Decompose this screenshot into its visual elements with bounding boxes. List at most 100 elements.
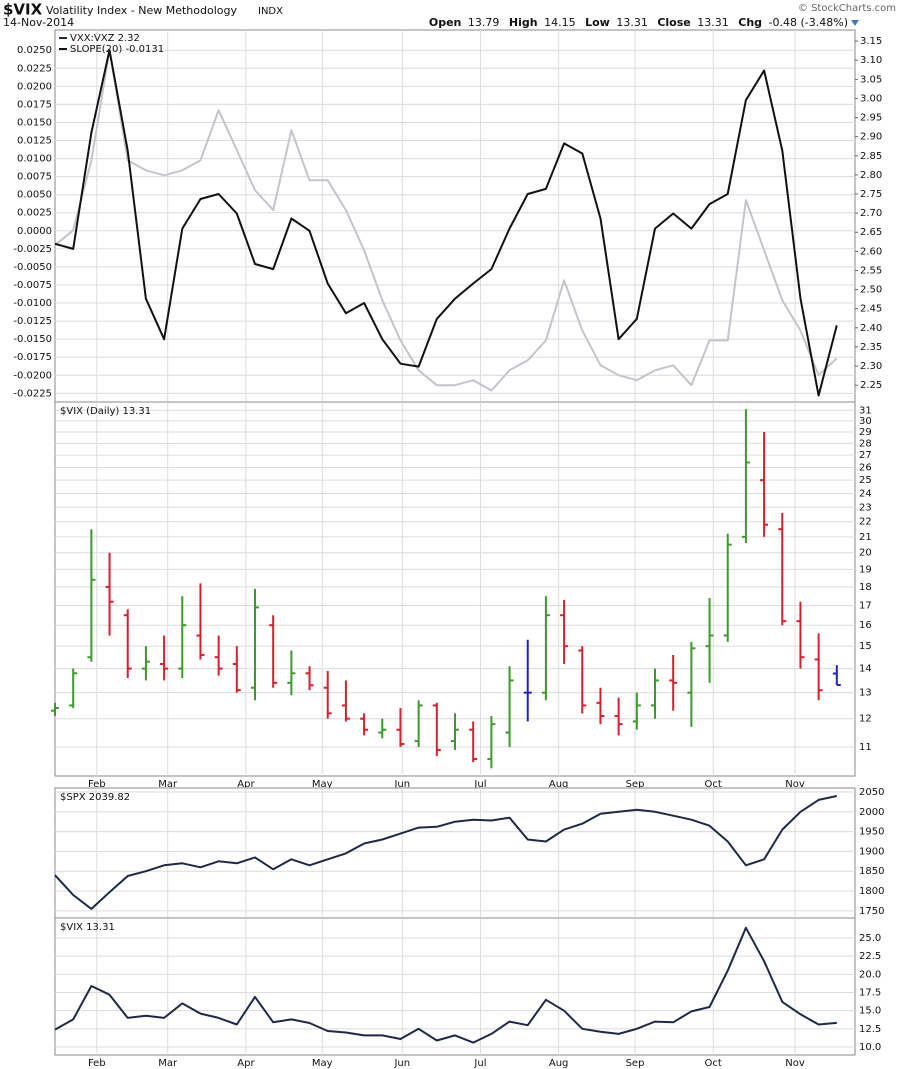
x-tick-label: Sep bbox=[626, 779, 645, 790]
y-tick-label: 29 bbox=[859, 427, 872, 438]
y-tick-label: 0.0050 bbox=[17, 190, 52, 201]
y2-tick-label: 2.80 bbox=[860, 170, 882, 181]
x-tick-label: Apr bbox=[237, 779, 255, 790]
y-tick-label: 25.0 bbox=[859, 933, 881, 944]
y-tick-label: 1850 bbox=[859, 866, 884, 877]
y-tick-label: 31 bbox=[859, 405, 872, 416]
y-tick-label: 0.0250 bbox=[17, 45, 52, 56]
x-tick-label: Jul bbox=[473, 1058, 486, 1069]
y-tick-label: 10.0 bbox=[859, 1042, 881, 1053]
y-tick-label: 15 bbox=[859, 641, 872, 652]
x-tick-label: Jun bbox=[393, 779, 410, 790]
y-tick-label: 25 bbox=[859, 475, 872, 486]
series-line bbox=[54, 926, 837, 1044]
quote: Open 13.79 High 14.15 Low 13.31 Close 13… bbox=[429, 16, 848, 29]
y-tick-label: 22 bbox=[859, 517, 872, 528]
y-tick-label: 24 bbox=[859, 488, 872, 499]
series-line bbox=[54, 795, 838, 910]
y-tick-label: 11 bbox=[859, 742, 872, 753]
y2-tick-label: 2.30 bbox=[860, 361, 882, 372]
y-tick-label: 17 bbox=[859, 601, 872, 612]
symbol: $VIX bbox=[3, 1, 43, 19]
x-tick-label: Oct bbox=[705, 779, 722, 790]
quote-label: Low bbox=[585, 16, 610, 29]
x-tick-label: Mar bbox=[158, 1058, 178, 1069]
y-tick-label: 20.0 bbox=[859, 969, 881, 980]
y2-tick-label: 2.65 bbox=[860, 227, 882, 238]
panel bbox=[54, 29, 856, 403]
y-tick-label: -0.0175 bbox=[13, 352, 52, 363]
quote-value: 14.15 bbox=[544, 16, 576, 29]
quote-label: High bbox=[509, 16, 538, 29]
series-line bbox=[54, 49, 838, 397]
x-tick-label: May bbox=[312, 1058, 333, 1069]
y2-tick-label: 2.55 bbox=[860, 265, 882, 276]
y-tick-label: 19 bbox=[859, 564, 872, 575]
y-tick-label: 22.5 bbox=[859, 951, 881, 962]
quote-value: 13.31 bbox=[616, 16, 648, 29]
y-tick-label: 1750 bbox=[859, 906, 884, 917]
y2-tick-label: 2.95 bbox=[860, 113, 882, 124]
x-tick-label: Jul bbox=[473, 779, 486, 790]
y-tick-label: 0.0075 bbox=[17, 172, 52, 183]
y-tick-label: -0.0125 bbox=[13, 316, 52, 327]
x-tick-label: Nov bbox=[785, 1058, 805, 1069]
y2-tick-label: 2.35 bbox=[860, 342, 882, 353]
legend-label: VXX:VXZ 2.32 bbox=[70, 33, 140, 44]
y-tick-label: 0.0125 bbox=[17, 136, 52, 147]
y-tick-label: 13 bbox=[859, 688, 872, 699]
y2-tick-label: 2.25 bbox=[860, 380, 882, 391]
x-tick-label: Feb bbox=[88, 1058, 106, 1069]
y2-tick-label: 2.75 bbox=[860, 189, 882, 200]
y-tick-label: 0.0100 bbox=[17, 154, 52, 165]
y-tick-label: -0.0075 bbox=[13, 280, 52, 291]
panel-title: $VIX 13.31 bbox=[60, 922, 115, 933]
quote-value: 13.79 bbox=[468, 16, 500, 29]
y-tick-label: 12.5 bbox=[859, 1024, 881, 1035]
panel bbox=[54, 787, 856, 919]
y-tick-label: 30 bbox=[859, 416, 872, 427]
y-tick-label: -0.0050 bbox=[13, 262, 52, 273]
y-tick-label: 0.0150 bbox=[17, 117, 52, 128]
copyright: © StockCharts.com bbox=[798, 3, 896, 14]
y-tick-label: -0.0225 bbox=[13, 388, 52, 399]
date: 14-Nov-2014 bbox=[3, 16, 74, 29]
x-tick-label: Aug bbox=[549, 779, 569, 790]
y-tick-label: 27 bbox=[859, 450, 872, 461]
x-tick-label: Apr bbox=[237, 1058, 255, 1069]
y2-tick-label: 3.10 bbox=[860, 55, 882, 66]
instrument-name: Volatility Index - New Methodology bbox=[46, 4, 237, 17]
y2-tick-label: 2.60 bbox=[860, 246, 882, 257]
x-tick-label: May bbox=[312, 779, 333, 790]
x-tick-label: Oct bbox=[705, 1058, 722, 1069]
y2-tick-label: 2.90 bbox=[860, 132, 882, 143]
legend-label: SLOPE(20) -0.0131 bbox=[70, 44, 164, 55]
y-tick-label: -0.0100 bbox=[13, 298, 52, 309]
y-tick-label: 0.0225 bbox=[17, 63, 52, 74]
y2-tick-label: 3.05 bbox=[860, 74, 882, 85]
y-tick-label: -0.0025 bbox=[13, 244, 52, 255]
y-tick-label: 1900 bbox=[859, 846, 884, 857]
y2-tick-label: 2.45 bbox=[860, 304, 882, 315]
quote-value: -0.48 (-3.48%) bbox=[769, 16, 848, 29]
y-tick-label: 1950 bbox=[859, 827, 884, 838]
y-tick-label: 2000 bbox=[859, 807, 884, 818]
x-tick-label: Jun bbox=[393, 1058, 410, 1069]
y-tick-label: 12 bbox=[859, 714, 872, 725]
x-tick-label: Sep bbox=[626, 1058, 645, 1069]
y-tick-label: 26 bbox=[859, 462, 872, 473]
y-tick-label: 0.0175 bbox=[17, 99, 52, 110]
quote-value: 13.31 bbox=[697, 16, 729, 29]
x-tick-label: Nov bbox=[785, 779, 805, 790]
y-tick-label: 0.0025 bbox=[17, 208, 52, 219]
y-tick-label: 23 bbox=[859, 502, 872, 513]
y2-tick-label: 2.50 bbox=[860, 285, 882, 296]
exchange: INDX bbox=[258, 6, 283, 17]
y-tick-label: 20 bbox=[859, 548, 872, 559]
series-line bbox=[54, 49, 838, 392]
y-tick-label: 28 bbox=[859, 438, 872, 449]
y-tick-label: 18 bbox=[859, 582, 872, 593]
dropdown-arrow[interactable] bbox=[851, 20, 859, 26]
quote-label: Chg bbox=[738, 16, 762, 29]
